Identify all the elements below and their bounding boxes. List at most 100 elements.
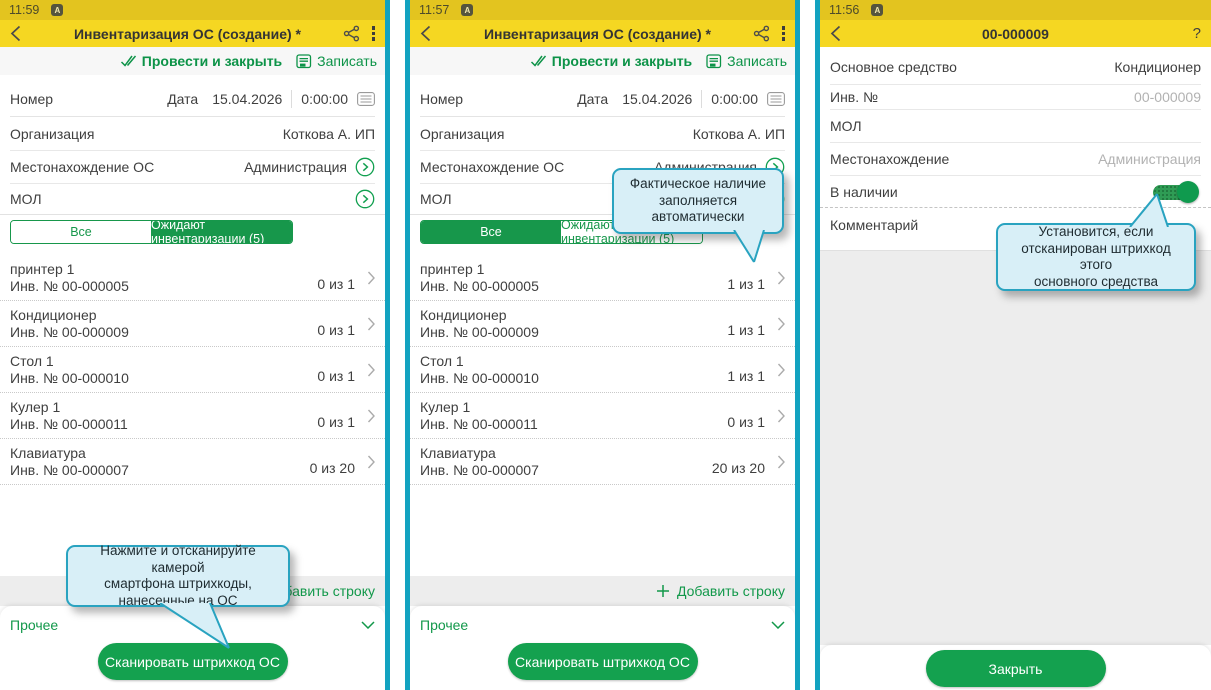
notification-app-icon: A [871, 4, 884, 16]
post-and-close-button[interactable]: Провести и закрыть [120, 53, 282, 69]
date-label: Дата [577, 90, 609, 107]
mol-label: МОЛ [420, 191, 452, 207]
chevron-right-icon [367, 271, 375, 284]
count-value: 1 из 1 [727, 368, 765, 384]
comment-row[interactable]: Комментарий [830, 208, 1201, 250]
date-label: Дата [167, 90, 199, 107]
location-label: Местонахождение [830, 151, 950, 167]
back-button[interactable] [830, 25, 864, 42]
share-icon[interactable] [343, 25, 360, 42]
divider [410, 214, 795, 215]
chevron-right-icon [367, 409, 375, 422]
app-bar: Инвентаризация ОС (создание) * [410, 20, 795, 47]
notification-app-icon: A [461, 4, 474, 16]
share-icon[interactable] [753, 25, 770, 42]
location-value: Администрация [244, 159, 347, 175]
organization-label: Организация [420, 125, 505, 142]
mol-row[interactable]: МОЛ [830, 110, 1201, 143]
list-item[interactable]: принтер 1 Инв. № 00-000005 1 из 1 [410, 255, 795, 301]
count-value: 20 из 20 [711, 460, 765, 476]
tooltip-scan-hint: Нажмите и отсканируйте камерой смартфона… [66, 543, 290, 649]
organization-row[interactable]: Организация Коткова А. ИП [10, 117, 375, 151]
circle-chevron-icon[interactable] [355, 189, 375, 209]
screen-separator [385, 0, 410, 690]
asset-list: принтер 1 Инв. № 00-000005 0 из 1 Кондиц… [0, 255, 385, 485]
close-button[interactable]: Закрыть [925, 650, 1106, 687]
back-button[interactable] [420, 25, 454, 42]
divider [291, 89, 293, 108]
date-field[interactable]: 15.04.2026 [212, 90, 283, 107]
organization-row[interactable]: Организация Коткова А. ИП [420, 117, 785, 151]
save-button[interactable]: Записать [706, 53, 787, 69]
divider [0, 214, 385, 215]
menu-kebab-icon[interactable] [781, 26, 785, 41]
list-item[interactable]: Кулер 1 Инв. № 00-000011 0 из 1 [0, 393, 385, 439]
status-bar: 11:56 A [820, 0, 1211, 20]
time-field[interactable]: 0:00:00 [711, 90, 758, 107]
present-toggle[interactable] [1153, 180, 1201, 203]
list-item[interactable]: Клавиатура Инв. № 00-000007 0 из 20 [0, 439, 385, 485]
asset-row[interactable]: Основное средство Кондиционер [830, 47, 1201, 85]
list-item[interactable]: Стол 1 Инв. № 00-000010 0 из 1 [0, 347, 385, 393]
other-section-toggle[interactable]: Прочее [0, 606, 385, 643]
scan-barcode-button[interactable]: Сканировать штрихкод ОС [507, 643, 698, 680]
number-field[interactable]: Номер [420, 90, 464, 107]
tab-all[interactable]: Все [11, 221, 151, 243]
list-item[interactable]: Кондиционер Инв. № 00-000009 1 из 1 [410, 301, 795, 347]
choose-from-list-icon[interactable] [767, 91, 785, 106]
button-area: Сканировать штрихкод ОС [410, 643, 795, 690]
scan-barcode-button[interactable]: Сканировать штрихкод ОС [97, 643, 288, 680]
asset-label: Основное средство [830, 59, 957, 75]
menu-kebab-icon[interactable] [371, 26, 375, 41]
bottom-sheet: Закрыть [820, 645, 1211, 690]
location-label: Местонахождение ОС [420, 159, 565, 175]
save-icon [706, 53, 722, 68]
tab-all[interactable]: Все [421, 221, 561, 243]
add-row-link[interactable]: Добавить строку [676, 583, 785, 599]
mol-label: МОЛ [830, 118, 862, 134]
add-row-link[interactable]: Добавить строку [266, 583, 375, 599]
post-check-icon [120, 55, 136, 67]
count-value: 0 из 1 [317, 322, 355, 338]
time-field[interactable]: 0:00:00 [301, 90, 348, 107]
chevron-right-icon [777, 455, 785, 468]
location-value: Администрация [1098, 151, 1201, 167]
list-item[interactable]: принтер 1 Инв. № 00-000005 0 из 1 [0, 255, 385, 301]
tab-pending-inventory[interactable]: Ожидают инвентаризации (5) [151, 221, 292, 243]
save-button[interactable]: Записать [296, 53, 377, 69]
add-row-bar: Добавить строку [410, 576, 795, 606]
location-row[interactable]: Местонахождение ОС Администрация [10, 151, 375, 184]
date-field[interactable]: 15.04.2026 [622, 90, 693, 107]
bottom-sheet: Прочее Сканировать штрихкод ОС [410, 606, 795, 690]
back-button[interactable] [10, 25, 44, 42]
button-area: Сканировать штрихкод ОС [0, 643, 385, 690]
toggle-knob [1177, 180, 1199, 203]
filter-tabs: Все Ожидают инвентаризации (5) [10, 220, 293, 244]
help-button[interactable]: ? [1192, 25, 1201, 42]
app-bar: 00-000009 ? [820, 20, 1211, 47]
mol-label: МОЛ [10, 191, 42, 207]
screen-separator [795, 0, 820, 690]
location-row: Местонахождение Администрация [830, 143, 1201, 176]
circle-chevron-icon[interactable] [355, 157, 375, 177]
organization-value: Коткова А. ИП [282, 125, 375, 142]
list-item[interactable]: Стол 1 Инв. № 00-000010 1 из 1 [410, 347, 795, 393]
empty-space [410, 485, 795, 576]
number-field[interactable]: Номер [10, 90, 54, 107]
tooltip-tail [1129, 193, 1169, 227]
mol-row[interactable]: МОЛ [10, 184, 375, 214]
list-item[interactable]: Кулер 1 Инв. № 00-000011 0 из 1 [410, 393, 795, 439]
post-and-close-button[interactable]: Провести и закрыть [530, 53, 692, 69]
choose-from-list-icon[interactable] [357, 91, 375, 106]
other-section-toggle[interactable]: Прочее [410, 606, 795, 643]
divider [701, 89, 703, 108]
list-item[interactable]: Клавиатура Инв. № 00-000007 20 из 20 [410, 439, 795, 485]
inventory-number-row: Инв. № 00-000009 [830, 85, 1201, 110]
list-item[interactable]: Кондиционер Инв. № 00-000009 0 из 1 [0, 301, 385, 347]
organization-value: Коткова А. ИП [692, 125, 785, 142]
command-bar: Провести и закрыть Записать [410, 47, 795, 75]
notification-app-icon: A [51, 4, 64, 16]
chevron-right-icon [777, 317, 785, 330]
chevron-right-icon [367, 363, 375, 376]
tooltip-tail [159, 603, 230, 649]
